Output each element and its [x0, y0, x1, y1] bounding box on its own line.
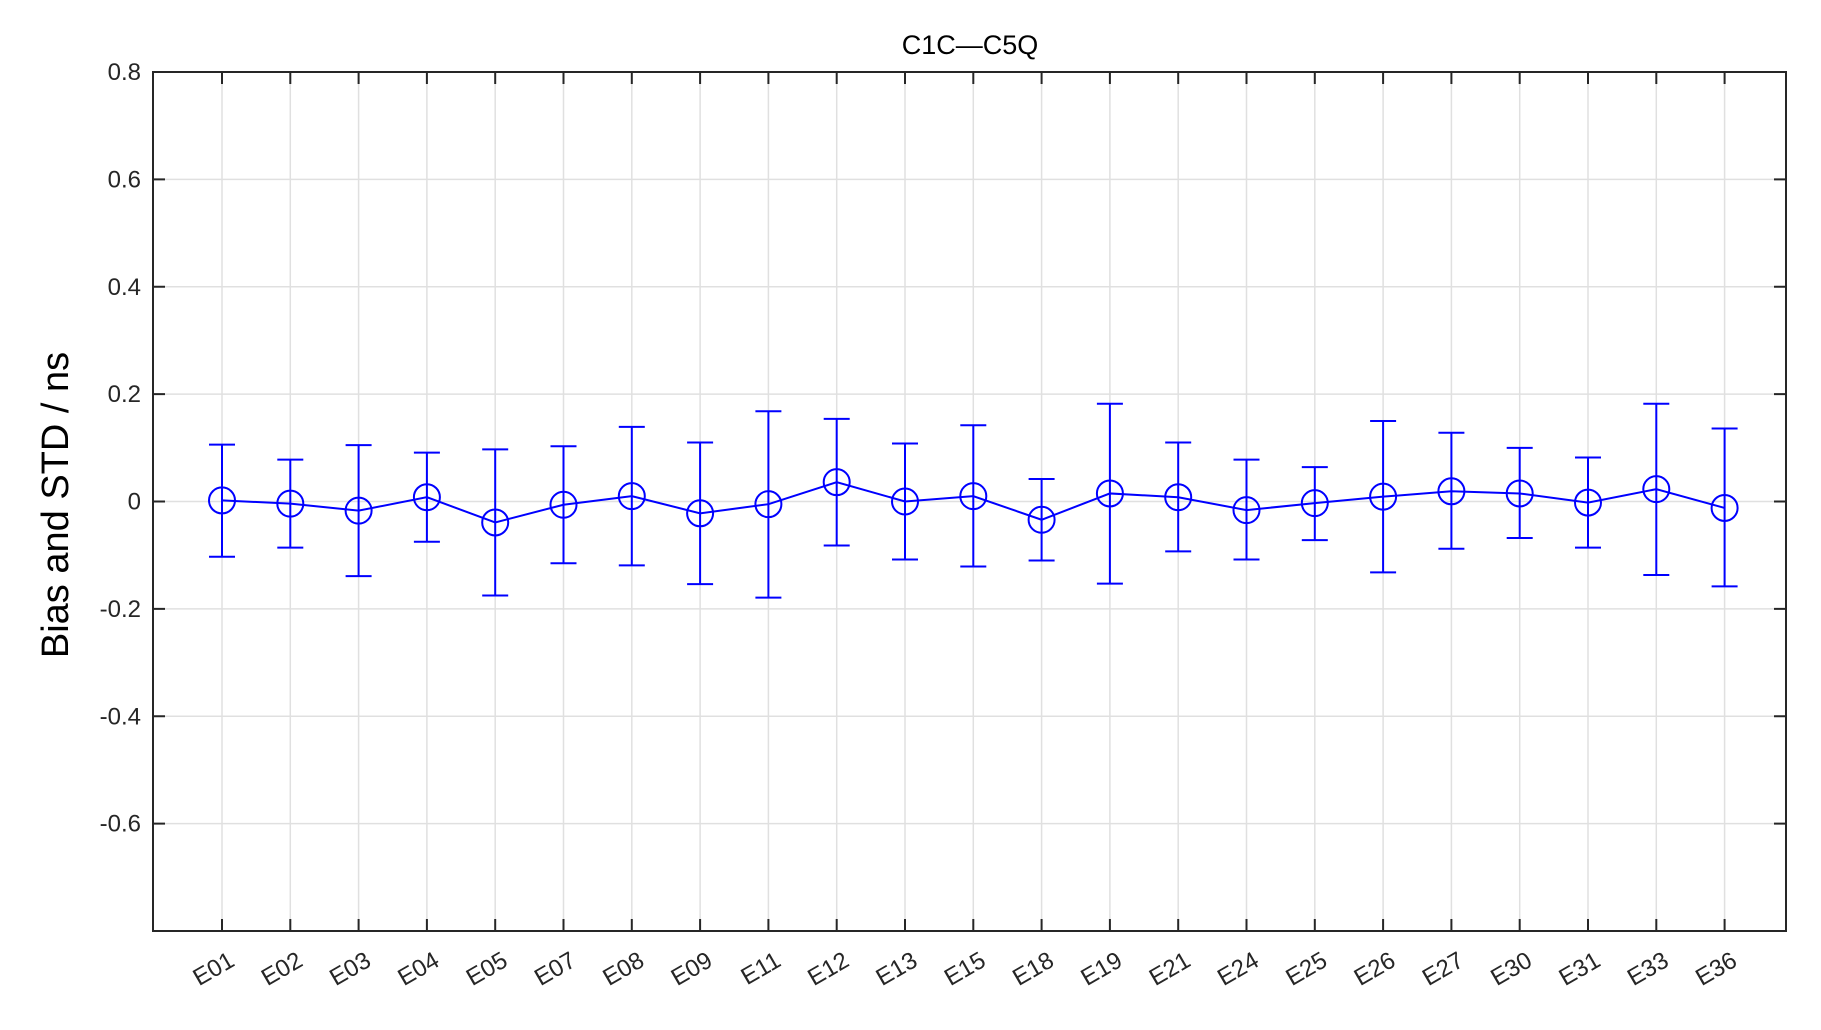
x-tick-label: E18: [1008, 947, 1058, 992]
data-point: [1027, 505, 1056, 534]
x-tick-label: E36: [1691, 947, 1741, 992]
data-point: [1232, 496, 1261, 525]
x-tick-label: E26: [1350, 947, 1400, 992]
y-axis-label: Bias and STD / ns: [35, 352, 77, 658]
x-tick-label: E19: [1076, 947, 1126, 992]
grid: [153, 71, 1786, 931]
x-tick-label: E33: [1623, 947, 1673, 992]
x-tick-label: E25: [1281, 947, 1331, 992]
data-point: [276, 489, 305, 518]
x-tick-label: E24: [1213, 947, 1263, 992]
y-tick-label: -0.6: [100, 811, 141, 838]
data-point: [1710, 493, 1739, 522]
axes: [152, 71, 1787, 932]
data-point: [1369, 482, 1398, 511]
x-tick-label: E07: [530, 947, 580, 992]
y-tick-label: 0: [128, 489, 141, 516]
x-tick-label: E21: [1145, 947, 1195, 992]
data-point: [1095, 479, 1124, 508]
x-tick-label: E31: [1555, 947, 1605, 992]
data-point: [686, 499, 715, 528]
y-tick-label: 0.4: [108, 274, 141, 301]
data-point: [481, 508, 510, 537]
x-tick-label: E08: [598, 947, 648, 992]
x-tick-label: E13: [872, 947, 922, 992]
plot-frame: [152, 71, 1787, 932]
data-point: [1574, 488, 1602, 517]
x-tick-label: E11: [736, 947, 785, 991]
data-point: [617, 482, 646, 511]
data-point: [1437, 477, 1466, 506]
x-tick-label: E01: [189, 947, 239, 992]
data-point: [1164, 483, 1193, 512]
data-point: [754, 490, 783, 519]
data-point: [1300, 489, 1329, 518]
x-tick-label: E02: [257, 947, 307, 992]
x-tick-label: E04: [393, 947, 443, 992]
marks: [208, 402, 1739, 599]
data-point: [822, 468, 851, 497]
y-tick-label: 0.2: [108, 381, 141, 408]
y-tick-label: -0.4: [100, 703, 141, 730]
data-point: [549, 490, 578, 519]
data-point: [959, 482, 988, 511]
data-point: [1505, 479, 1534, 508]
data-point: [344, 496, 373, 525]
data-point: [412, 483, 441, 512]
data-point: [1642, 475, 1671, 504]
x-tick-label: E12: [803, 947, 853, 992]
y-tick-label: 0.6: [108, 166, 141, 193]
x-tick-label: E30: [1486, 947, 1536, 992]
data-point: [208, 486, 236, 515]
labels: -0.6 -0.4 -0.2 0 0.2 0.4 0.6 0.8 E01 E02 E03 E04 E05…: [100, 59, 1742, 992]
y-tick-label: 0.8: [108, 59, 141, 86]
chart-title: C1C—C5Q: [902, 30, 1039, 60]
data-point: [891, 487, 919, 516]
y-tick-label: -0.2: [100, 596, 141, 623]
x-tick-label: E15: [940, 947, 990, 992]
x-tick-label: E27: [1418, 947, 1468, 992]
x-tick-label: E05: [462, 947, 512, 992]
x-tick-label: E09: [667, 947, 717, 992]
x-tick-label: E03: [325, 947, 375, 992]
